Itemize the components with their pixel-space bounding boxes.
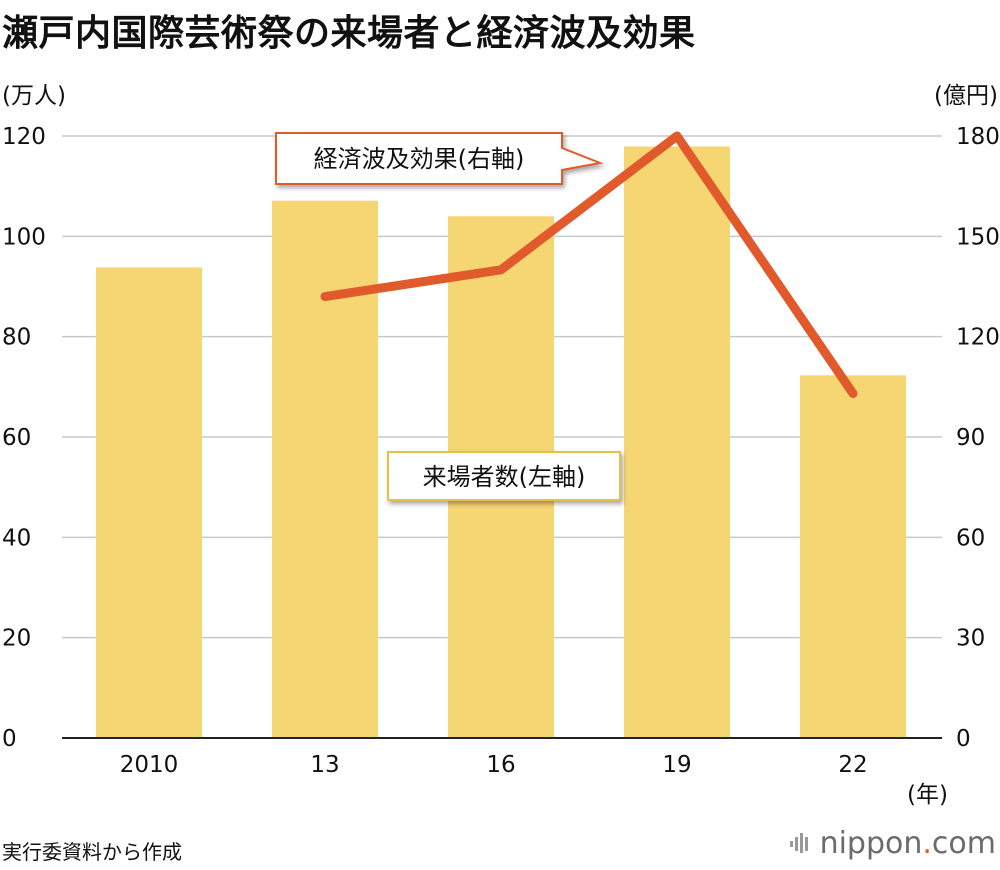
left-tick-label: 100	[2, 224, 46, 250]
left-tick-label: 20	[2, 626, 31, 652]
right-axis-label: (億円)	[934, 83, 998, 109]
left-tick-label: 60	[2, 425, 31, 451]
legend-label-bar: 来場者数(左軸)	[423, 463, 586, 491]
left-tick-label: 80	[2, 325, 31, 351]
nippon-logo: nippon.com	[789, 826, 996, 861]
right-tick-label: 90	[956, 425, 985, 451]
left-tick-label: 120	[2, 124, 46, 150]
left-axis-label: (万人)	[2, 83, 66, 109]
x-tick-label: 16	[486, 752, 515, 778]
left-tick-label: 40	[2, 525, 31, 551]
legend-callout-bar: 来場者数(左軸)	[387, 451, 621, 501]
x-tick-label: 19	[662, 752, 691, 778]
chart-area: 0 0 20 30 40 60 60 90 80 120 100 150 120 180 (万人) (億円) 2…	[2, 83, 1000, 808]
bar	[96, 267, 202, 738]
callout-box	[275, 132, 604, 185]
legend-label-line: 経済波及効果(右軸)	[314, 145, 525, 173]
x-tick-label: 22	[838, 752, 867, 778]
bar	[800, 375, 906, 738]
right-tick-label: 150	[956, 224, 1000, 250]
right-tick-label: 0	[956, 726, 971, 752]
chart-title: 瀬戸内国際芸術祭の来場者と経済波及効果	[2, 13, 696, 54]
line-series	[320, 131, 858, 399]
source-note: 実行委資料から作成	[2, 840, 182, 864]
right-tick-label: 120	[956, 325, 1000, 351]
left-tick-label: 0	[2, 726, 17, 752]
brand-dot: .	[922, 826, 932, 861]
x-tick-label: 13	[310, 752, 339, 778]
x-tick-label: 2010	[120, 752, 179, 778]
callout-box	[387, 451, 621, 501]
x-axis-unit-label: (年)	[907, 782, 948, 808]
bar	[624, 146, 730, 738]
right-tick-label: 180	[956, 124, 1000, 150]
right-tick-label: 30	[956, 626, 985, 652]
legend-callout-line: 経済波及効果(右軸)	[275, 132, 604, 185]
brand-prefix: nippon	[819, 826, 923, 861]
right-tick-label: 60	[956, 525, 985, 551]
bar	[272, 200, 378, 739]
brand-suffix: com	[931, 826, 996, 861]
logo-mark-icon	[789, 833, 808, 853]
